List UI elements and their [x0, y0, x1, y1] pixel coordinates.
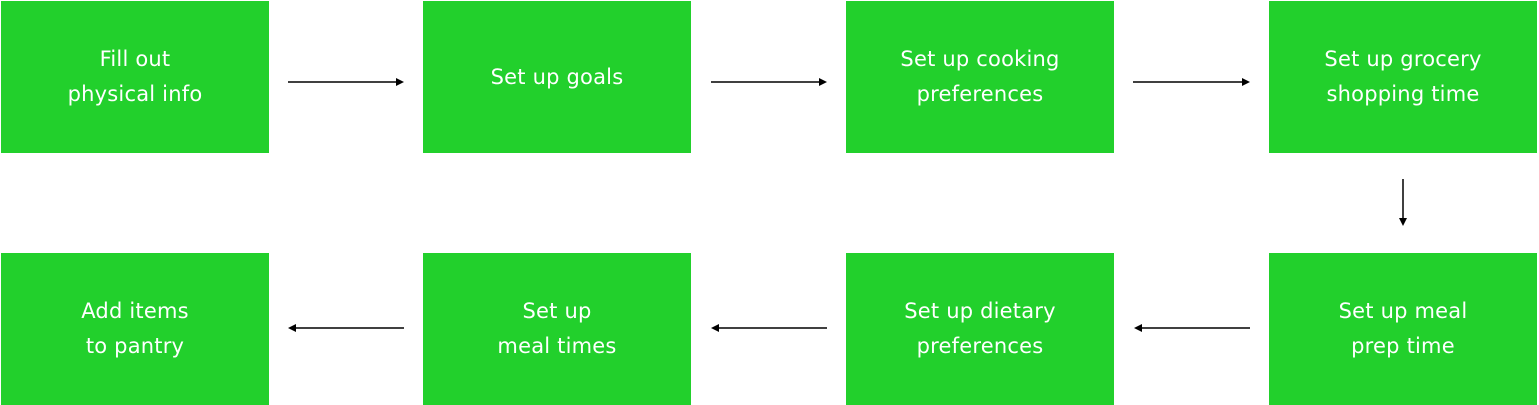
arrow-down-icon	[1399, 179, 1407, 226]
step-set-up-dietary-preferences: Set up dietary preferences	[846, 253, 1114, 405]
step-set-up-meal-times: Set up meal times	[423, 253, 691, 405]
step-label: Set up dietary preferences	[904, 299, 1056, 358]
arrow-left-icon	[1134, 324, 1250, 332]
arrow-right-icon	[1133, 78, 1250, 86]
step-label: Fill out physical info	[67, 47, 203, 106]
step-set-up-meal-prep-time: Set up meal prep time	[1269, 253, 1537, 405]
step-add-items-to-pantry: Add items to pantry	[1, 253, 269, 405]
arrow-left-icon	[288, 324, 404, 332]
step-fill-out-physical-info: Fill out physical info	[1, 1, 269, 153]
step-label: Set up cooking preferences	[900, 47, 1060, 106]
step-label: Set up meal times	[497, 299, 617, 358]
step-label: Add items to pantry	[81, 299, 189, 358]
step-label: Set up meal prep time	[1338, 299, 1468, 358]
step-set-up-goals: Set up goals	[423, 1, 691, 153]
arrow-right-icon	[711, 78, 827, 86]
step-set-up-grocery-shopping-time: Set up grocery shopping time	[1269, 1, 1537, 153]
arrow-right-icon	[288, 78, 404, 86]
step-label: Set up grocery shopping time	[1324, 47, 1482, 106]
arrow-left-icon	[711, 324, 827, 332]
step-set-up-cooking-preferences: Set up cooking preferences	[846, 1, 1114, 153]
step-label: Set up goals	[490, 64, 624, 89]
